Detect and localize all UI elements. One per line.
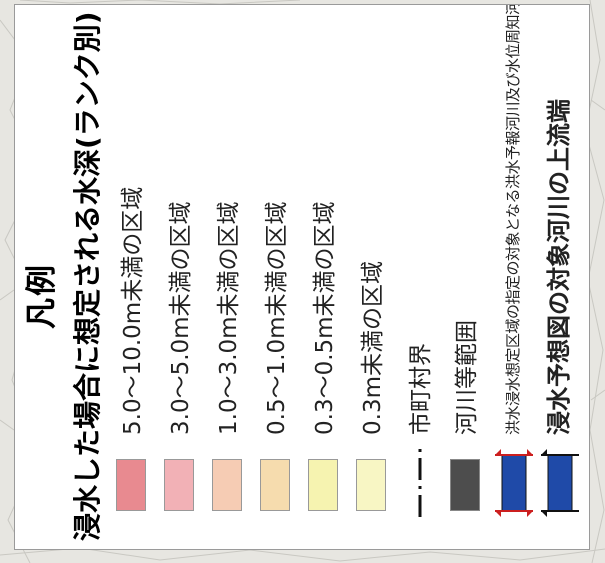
legend-item-label: 0.3～0.5m未満の区域 <box>312 201 338 435</box>
depth-swatch <box>164 459 194 511</box>
legend-title: 凡例 <box>24 263 60 329</box>
depth-swatch <box>308 459 338 511</box>
legend-item-depth-rank: 3.0～5.0m未満の区域 <box>161 11 205 541</box>
depth-swatch <box>260 459 290 511</box>
legend-item-label: 市町村界 <box>408 343 434 435</box>
legend-content: 凡例 浸水した場合に想定される水深(ランク別) 5.0～10.0m未満の区域 3… <box>15 5 589 549</box>
river-area-swatch <box>450 459 480 511</box>
legend-item-upstream-end: 浸水予想図の対象河川の上流端 <box>539 11 583 541</box>
depth-swatch <box>116 459 146 511</box>
legend-item-label: 5.0～10.0m未満の区域 <box>120 186 146 435</box>
legend-item-depth-rank: 0.5～1.0m未満の区域 <box>257 11 301 541</box>
depth-swatch <box>356 459 386 511</box>
legend-item-label: 3.0～5.0m未満の区域 <box>168 201 194 435</box>
legend-item-boundary: 市町村界 <box>401 11 445 541</box>
legend-panel: 凡例 浸水した場合に想定される水深(ランク別) 5.0～10.0m未満の区域 3… <box>14 4 590 550</box>
legend-item-label: 河川等範囲 <box>454 320 480 435</box>
legend-item-depth-rank: 1.0～3.0m未満の区域 <box>209 11 253 541</box>
legend-item-label: 浸水予想図の対象河川の上流端 <box>545 99 573 435</box>
black-arrow-endpoints-icon <box>541 449 579 517</box>
legend-item-label: 0.3m未満の区域 <box>360 261 386 435</box>
legend-item-label: 0.5～1.0m未満の区域 <box>264 201 290 435</box>
depth-swatch <box>212 459 242 511</box>
legend-subtitle: 浸水した場合に想定される水深(ランク別) <box>71 11 104 541</box>
legend-item-depth-rank: 0.3m未満の区域 <box>353 11 397 541</box>
legend-item-designated-river: 洪水浸水想定区域の指定の対象となる洪水予報河川及び水位周知河川 <box>493 5 537 541</box>
legend-item-river-area: 河川等範囲 <box>447 11 491 541</box>
legend-item-depth-rank: 5.0～10.0m未満の区域 <box>113 11 157 541</box>
legend-item-depth-rank: 0.3～0.5m未満の区域 <box>305 11 349 541</box>
legend-item-label: 1.0～3.0m未満の区域 <box>216 201 242 435</box>
legend-item-label: 洪水浸水想定区域の指定の対象となる洪水予報河川及び水位周知河川 <box>504 4 522 435</box>
red-arrow-endpoints-icon <box>495 449 533 517</box>
dash-dot-line-icon <box>418 447 422 517</box>
